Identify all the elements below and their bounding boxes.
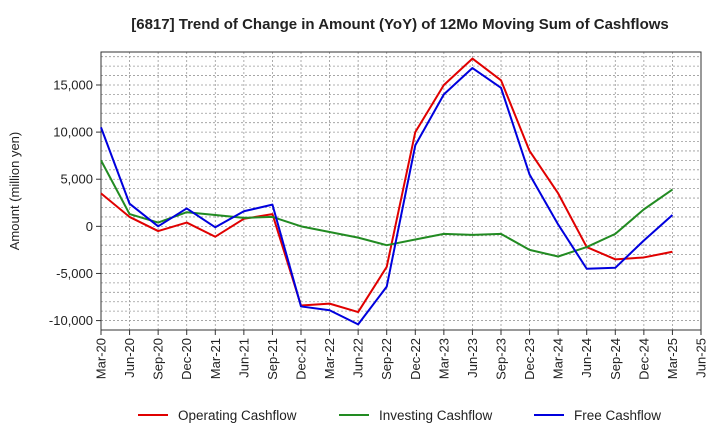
x-tick-label: Dec-20 — [179, 338, 194, 380]
x-tick-label: Sep-23 — [494, 338, 509, 380]
legend: Operating Cashflow Investing Cashflow Free… — [138, 408, 661, 423]
chart-title: [6817] Trend of Change in Amount (YoY) o… — [131, 16, 669, 33]
x-tick-label: Mar-25 — [665, 338, 680, 379]
x-tick-label: Sep-22 — [379, 338, 394, 380]
x-tick-label: Mar-23 — [436, 338, 451, 379]
investing-cashflow-line — [100, 159, 673, 258]
y-tick-label: -10,000 — [49, 313, 93, 328]
y-tick-label: 10,000 — [53, 125, 93, 140]
x-tick-label: Dec-22 — [408, 338, 423, 380]
y-tick-label: -5,000 — [56, 266, 93, 281]
x-tick-label: Jun-22 — [351, 338, 366, 378]
legend-label-investing-cashflow: Investing Cashflow — [379, 408, 493, 423]
plot-frame — [100, 51, 702, 331]
x-tick-label: Mar-24 — [551, 338, 566, 379]
x-tick-label: Jun-25 — [694, 338, 709, 378]
x-tick-label: Dec-23 — [522, 338, 537, 380]
x-tick-label: Mar-20 — [94, 338, 109, 379]
x-tick-label: Sep-21 — [265, 338, 280, 380]
x-tick-label: Jun-24 — [579, 338, 594, 378]
y-tick-label: 15,000 — [53, 77, 93, 92]
x-tick-label: Jun-20 — [122, 338, 137, 378]
x-tick-label: Sep-20 — [151, 338, 166, 380]
y-tick-label: 0 — [86, 219, 93, 234]
x-tick-label: Dec-21 — [294, 338, 309, 380]
y-tick-label: 5,000 — [60, 172, 93, 187]
x-tick-label: Jun-21 — [236, 338, 251, 378]
series-lines — [100, 57, 674, 326]
operating-cashflow-line — [100, 57, 673, 314]
legend-label-free-cashflow: Free Cashflow — [574, 408, 661, 423]
x-tick-label: Mar-22 — [322, 338, 337, 379]
plot-background — [101, 52, 701, 330]
x-tick-label: Jun-23 — [465, 338, 480, 378]
x-tick-label: Mar-21 — [208, 338, 223, 379]
y-axis-label: Amount (million yen) — [7, 132, 22, 251]
x-tick-label: Dec-24 — [636, 338, 651, 380]
free-cashflow-line — [100, 67, 674, 326]
y-axis-ticks: -10,000 -5,000 0 5,000 10,000 15,000 — [49, 77, 101, 328]
x-tick-label: Sep-24 — [608, 338, 623, 380]
plot-area — [101, 52, 701, 330]
legend-label-operating-cashflow: Operating Cashflow — [178, 408, 297, 423]
x-axis-ticks: Mar-20 Jun-20 Sep-20 Dec-20 Mar-21 Jun-21 Sep-… — [94, 330, 709, 380]
